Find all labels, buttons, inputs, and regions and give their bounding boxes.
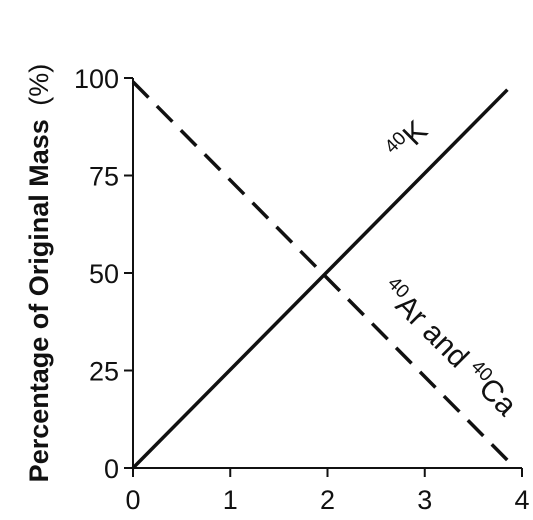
y-axis-label-text: Percentage of Original Mass — [24, 119, 54, 482]
y-axis-label-unit: (%) — [24, 64, 54, 106]
annotation-k: 40K — [381, 114, 434, 167]
x-tick-label: 1 — [223, 485, 238, 515]
series-group — [131, 80, 509, 470]
x-tick-label: 0 — [125, 485, 140, 515]
y-axis-unit-text: (%) — [24, 64, 54, 106]
y-tick-label: 25 — [89, 357, 119, 387]
x-tick-label: 3 — [417, 485, 432, 515]
y-tick-label: 50 — [89, 259, 119, 289]
y-tick-label: 75 — [89, 162, 119, 192]
y-tick-label: 0 — [104, 454, 119, 484]
annotation-ar-text: Ar and — [389, 289, 481, 381]
tick-group: 0 1 2 3 4 0 25 50 75 100 — [74, 64, 530, 515]
y-tick-label: 100 — [74, 64, 119, 94]
x-tick-label: 4 — [514, 485, 529, 515]
x-tick-label: 2 — [320, 485, 335, 515]
series-line-dashed — [131, 80, 509, 462]
y-axis-label: Percentage of Original Mass (%) — [24, 64, 54, 483]
series-line-solid — [131, 88, 509, 470]
